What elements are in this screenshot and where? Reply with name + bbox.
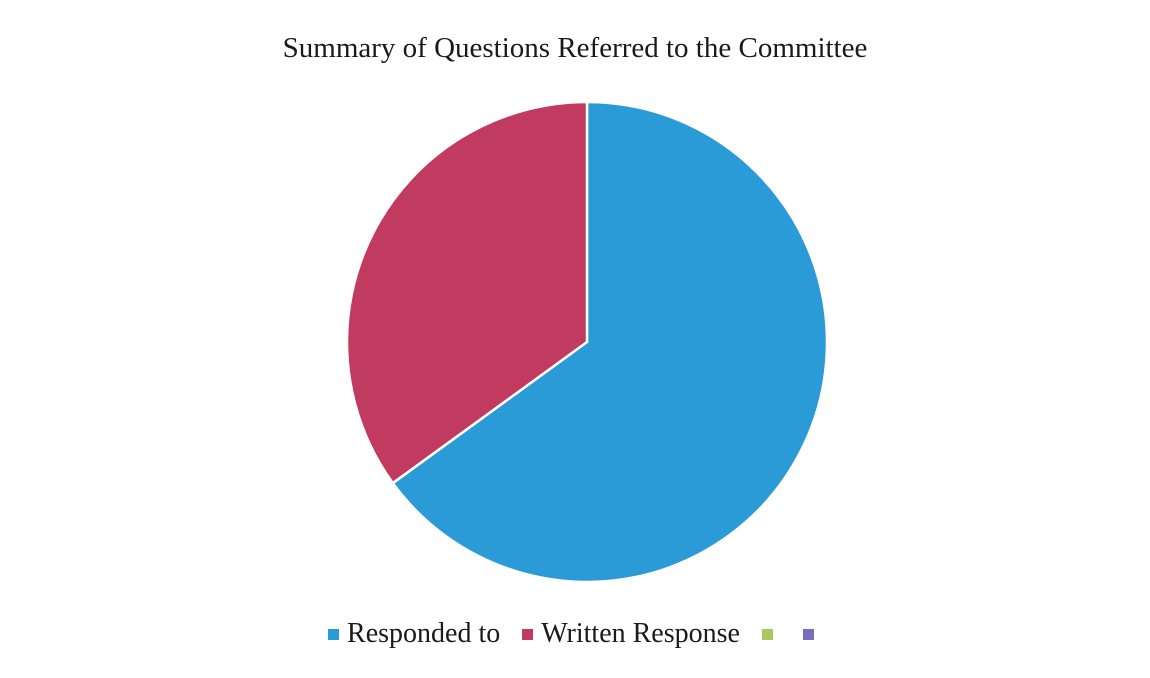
legend-swatch [802,628,814,640]
legend-item: Written Response [522,618,740,650]
legend-item [802,628,822,640]
pie-slice-responded-to [391,100,829,584]
chart-legend: Responded to Written Response [0,618,1150,650]
legend-label: Responded to [347,618,501,649]
legend-swatch [761,628,773,640]
pie-slice-written-response [345,100,589,485]
legend-item [761,628,781,640]
legend-swatch [522,628,534,640]
legend-swatch [328,628,340,640]
chart-title: Summary of Questions Referred to the Com… [282,32,868,64]
legend-item: Responded to [328,618,500,650]
legend-label: Written Response [541,618,740,649]
